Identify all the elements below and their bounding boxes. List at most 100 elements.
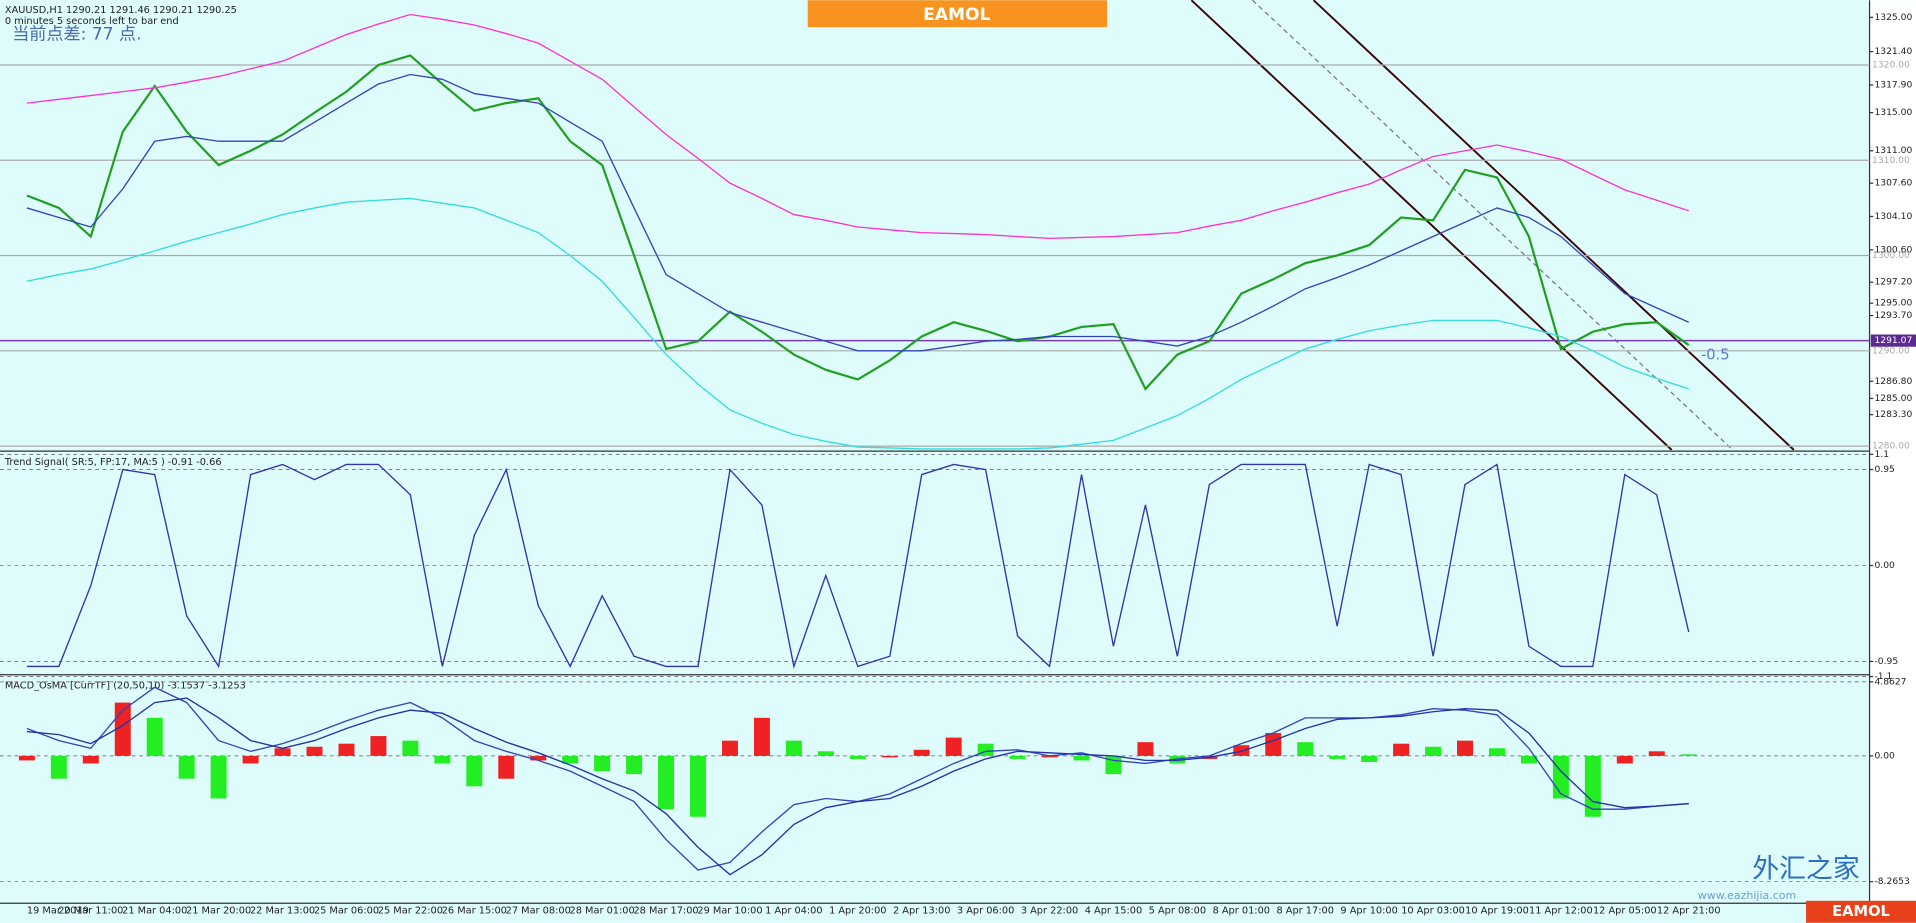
x-tick-label: 3 Apr 06:00 bbox=[957, 906, 1014, 917]
histogram-bar bbox=[274, 748, 291, 756]
channel bbox=[1190, 0, 1795, 451]
x-tick-label: 26 Mar 15:00 bbox=[442, 906, 507, 917]
histogram-bar bbox=[1680, 754, 1697, 756]
y-tick-label: 4.8627 bbox=[1874, 676, 1906, 687]
series-line bbox=[26, 697, 1689, 876]
histogram-bar bbox=[1361, 755, 1378, 762]
histogram-bar bbox=[370, 736, 387, 756]
x-tick-label: 12 Apr 05:00 bbox=[1593, 906, 1657, 917]
histogram-bar bbox=[210, 755, 227, 799]
logo: EAMOL bbox=[923, 5, 990, 25]
histogram-bar bbox=[1169, 755, 1186, 764]
histogram-bar bbox=[594, 755, 611, 772]
level-label: 1300.00 bbox=[1872, 250, 1910, 261]
y-tick-label: 1315.00 bbox=[1874, 107, 1912, 118]
level-label: 1310.00 bbox=[1872, 155, 1910, 166]
histogram-bar bbox=[434, 755, 451, 764]
y-tick-label: 1297.20 bbox=[1874, 277, 1912, 288]
series-line bbox=[26, 73, 1689, 352]
level-note: -0.5 bbox=[1701, 346, 1730, 363]
y-tick-label: -8.2653 bbox=[1874, 876, 1910, 887]
histogram-bar bbox=[626, 755, 643, 775]
y-tick-label: 1283.30 bbox=[1874, 409, 1912, 420]
histogram-bar bbox=[402, 740, 419, 756]
histogram-bar bbox=[849, 755, 866, 759]
series-line bbox=[26, 463, 1690, 669]
x-tick-label: 4 Apr 15:00 bbox=[1085, 906, 1142, 917]
x-tick-label: 25 Mar 22:00 bbox=[378, 906, 443, 917]
histogram-bar bbox=[82, 755, 99, 764]
histogram-bar bbox=[1041, 755, 1058, 758]
current-price-box bbox=[1870, 334, 1916, 347]
logo-banner bbox=[807, 0, 1108, 28]
histogram-bar bbox=[1584, 755, 1601, 817]
current-price-label: 1291.07 bbox=[1874, 335, 1912, 346]
x-tick-label: 21 Mar 20:00 bbox=[186, 906, 251, 917]
histogram-bar bbox=[178, 755, 195, 779]
histogram-bar bbox=[466, 755, 483, 787]
histogram-bar bbox=[242, 755, 259, 764]
x-tick-label: 5 Apr 08:00 bbox=[1149, 906, 1206, 917]
histogram-bar bbox=[1648, 751, 1665, 756]
level-label: 1280.00 bbox=[1872, 441, 1910, 452]
subtitle: 0 minutes 5 seconds left to bar end bbox=[5, 16, 179, 27]
histogram-bar bbox=[1329, 755, 1346, 759]
x-tick-label: 2 Apr 13:00 bbox=[893, 906, 950, 917]
y-tick-label: 1285.00 bbox=[1874, 393, 1912, 404]
y-tick-label: 1286.80 bbox=[1874, 376, 1912, 387]
histogram-bar bbox=[945, 737, 962, 756]
histogram-bar bbox=[1073, 755, 1090, 761]
histogram-bar bbox=[498, 755, 515, 779]
y-tick-label: 1300.60 bbox=[1874, 244, 1912, 255]
histogram-bar bbox=[1297, 742, 1314, 756]
y-tick-label: 1321.40 bbox=[1874, 46, 1912, 57]
x-tick-label: 20 Mar 11:00 bbox=[58, 906, 123, 917]
histogram-bar bbox=[1233, 745, 1250, 756]
histogram-bar bbox=[690, 755, 706, 817]
histogram-bar bbox=[658, 755, 675, 810]
panel-title: XAUUSD,H1 1290.21 1291.46 1290.21 1290.2… bbox=[5, 5, 237, 16]
y-tick-label: 0.00 bbox=[1874, 750, 1895, 761]
y-tick-label: 1307.60 bbox=[1874, 178, 1912, 189]
y-tick-label: 1325.00 bbox=[1874, 12, 1912, 23]
x-tick-label: 3 Apr 22:00 bbox=[1021, 906, 1078, 917]
annotation: 当前点差: 77 点. bbox=[12, 24, 141, 44]
level-label: 1290.00 bbox=[1872, 345, 1910, 356]
series-line bbox=[26, 54, 1690, 391]
x-tick-label: 8 Apr 17:00 bbox=[1276, 906, 1333, 917]
y-tick-label: 1293.70 bbox=[1874, 310, 1912, 321]
histogram-bar bbox=[18, 755, 35, 761]
histogram-bar bbox=[146, 717, 163, 756]
x-tick-label: 12 Apr 21:00 bbox=[1657, 906, 1721, 917]
histogram-bar bbox=[881, 755, 898, 758]
series-line bbox=[26, 197, 1689, 450]
x-tick-label: 10 Apr 03:00 bbox=[1401, 906, 1465, 917]
y-tick-label: 1295.00 bbox=[1874, 298, 1912, 309]
logo-badge bbox=[1806, 900, 1916, 923]
y-tick-label: 1317.90 bbox=[1874, 80, 1912, 91]
histogram-bar bbox=[1137, 742, 1154, 756]
x-tick-label: 28 Mar 17:00 bbox=[633, 906, 698, 917]
y-tick-label: 1311.00 bbox=[1874, 145, 1912, 156]
histogram-bar bbox=[562, 755, 579, 764]
y-tick-label: 0.95 bbox=[1874, 464, 1895, 475]
x-tick-label: 9 Apr 10:00 bbox=[1340, 906, 1397, 917]
x-tick-label: 19 Mar 2019 bbox=[27, 906, 89, 917]
histogram-bar bbox=[785, 740, 802, 756]
histogram-bar bbox=[1425, 746, 1442, 756]
histogram-bar bbox=[1616, 755, 1633, 764]
x-tick-label: 8 Apr 01:00 bbox=[1213, 906, 1270, 917]
y-tick-label: 0.00 bbox=[1874, 560, 1895, 571]
histogram-bar bbox=[338, 743, 355, 756]
histogram-bar bbox=[1488, 748, 1505, 756]
x-tick-label: 25 Mar 06:00 bbox=[314, 906, 379, 917]
x-tick-label: 22 Mar 13:00 bbox=[250, 906, 315, 917]
histogram-bar bbox=[1265, 733, 1282, 756]
x-tick-label: 10 Apr 19:00 bbox=[1465, 906, 1529, 917]
histogram-bar bbox=[530, 755, 547, 761]
y-tick-label: -0.95 bbox=[1874, 656, 1898, 667]
plot: XAUUSD,H1 1290.21 1291.46 1290.21 1290.2… bbox=[0, 5, 1916, 917]
y-tick-label: -1.1 bbox=[1874, 671, 1892, 682]
histogram-bar bbox=[721, 740, 738, 756]
x-tick-label: 21 Mar 04:00 bbox=[122, 906, 187, 917]
